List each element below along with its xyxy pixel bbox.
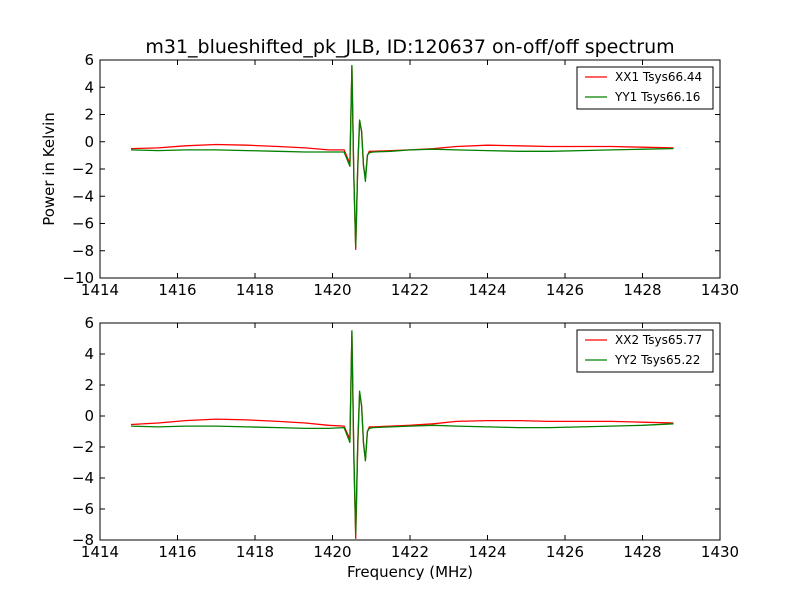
y-tick-label: −10 — [62, 269, 94, 287]
legend-label: YY1 Tsys66.16 — [614, 90, 700, 104]
x-tick-label: 1426 — [546, 543, 584, 561]
x-tick-label: 1428 — [623, 543, 661, 561]
x-tick-label: 1430 — [701, 543, 739, 561]
y-tick-label: −8 — [72, 531, 94, 549]
x-tick-label: 1426 — [546, 281, 584, 299]
x-tick-label: 1428 — [623, 281, 661, 299]
x-tick-label: 1416 — [158, 281, 196, 299]
y-tick-label: 4 — [84, 78, 94, 96]
x-tick-label: 1414 — [81, 543, 119, 561]
legend-label: YY2 Tsys65.22 — [614, 353, 700, 367]
x-tick-label: 1422 — [391, 281, 429, 299]
legend-label: XX2 Tsys65.77 — [615, 333, 702, 347]
y-tick-label: 2 — [84, 106, 94, 124]
series-line-yy2 — [130, 330, 674, 535]
y-tick-label: 6 — [84, 314, 94, 332]
x-tick-label: 1422 — [391, 543, 429, 561]
subplot-1: 1414 1416 1418 1420 1422 1424 1426 1428 1430 −10 −… — [40, 51, 739, 299]
legend-label: XX1 Tsys66.44 — [615, 70, 702, 84]
x-tick-label: 1420 — [313, 281, 351, 299]
x-axis-label: Frequency (MHz) — [347, 563, 473, 581]
chart-title: m31_blueshifted_pk_JLB, ID:120637 on-off… — [145, 36, 674, 58]
y-tick-label: −2 — [72, 160, 94, 178]
x-tick-label: 1420 — [313, 543, 351, 561]
legend-box — [576, 66, 714, 110]
legend-box — [576, 329, 714, 373]
y-tick-label: −4 — [72, 187, 94, 205]
y-tick-label: 0 — [84, 133, 94, 151]
y-axis-label: Power in Kelvin — [40, 112, 58, 226]
y-tick-label: −8 — [72, 242, 94, 260]
x-tick-label: 1414 — [81, 281, 119, 299]
legend: XX2 Tsys65.77 YY2 Tsys65.22 — [576, 329, 714, 373]
x-tick-label: 1418 — [236, 281, 274, 299]
x-tick-label: 1424 — [468, 543, 506, 561]
y-tick-label: 4 — [84, 345, 94, 363]
subplot-2: 1414 1416 1418 1420 1422 1424 1426 1428 1430 −8 −6… — [72, 314, 739, 581]
x-tick-label: 1418 — [236, 543, 274, 561]
y-tick-label: −6 — [72, 215, 94, 233]
x-tick-label: 1430 — [701, 281, 739, 299]
y-tick-label: −2 — [72, 438, 94, 456]
y-tick-label: 6 — [84, 51, 94, 69]
y-tick-label: 2 — [84, 376, 94, 394]
x-tick-label: 1416 — [158, 543, 196, 561]
x-tick-label: 1424 — [468, 281, 506, 299]
y-tick-label: −6 — [72, 500, 94, 518]
series-line-yy1 — [130, 64, 674, 248]
y-tick-label: 0 — [84, 407, 94, 425]
y-tick-label: −4 — [72, 469, 94, 487]
legend: XX1 Tsys66.44 YY1 Tsys66.16 — [576, 66, 714, 110]
